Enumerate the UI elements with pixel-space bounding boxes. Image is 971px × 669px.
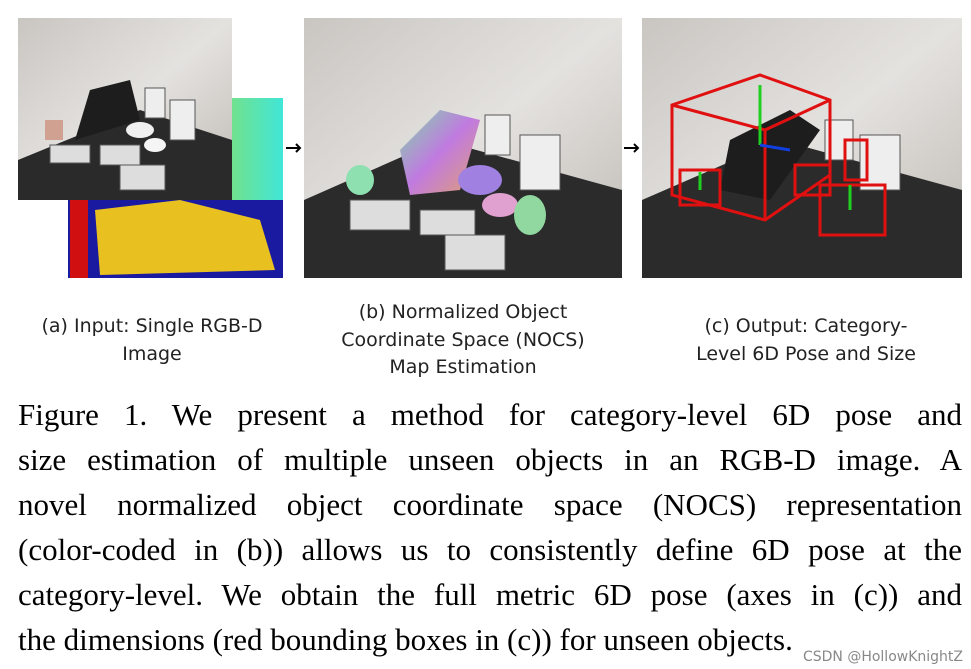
figure-caption-line: size estimation of multiple unseen objec…: [18, 442, 962, 477]
panel-caption: (a) Input: Single RGB-D Image: [22, 313, 282, 368]
caption-line: Coordinate Space (NOCS): [341, 328, 585, 351]
caption-line: Level 6D Pose and Size: [696, 342, 916, 365]
arrow: [624, 143, 640, 153]
output-image: [642, 18, 962, 278]
figure-caption-line: Figure 1. We present a method for catego…: [18, 397, 962, 432]
figure-caption-line: category-level. We obtain the full metri…: [18, 577, 962, 612]
watermark: CSDN @HollowKnightZ: [802, 649, 963, 665]
panel-caption: (b) Normalized Object Coordinate Space (…: [318, 299, 608, 382]
nocs-image: [304, 18, 622, 278]
figure-images: [18, 18, 962, 278]
arrow: [286, 143, 302, 153]
caption-line: (a) Input: Single RGB-D: [41, 315, 263, 337]
caption-line: Map Estimation: [389, 356, 537, 378]
figure-caption-line: (color-coded in (b)) allows us to consis…: [18, 532, 962, 567]
caption-line: (b) Normalized Object: [358, 301, 568, 323]
caption-line: Image: [122, 342, 182, 365]
figure-caption-line: the dimensions (red bounding boxes in (c…: [18, 622, 793, 657]
figure-caption-line: novel normalized object coordinate space…: [18, 487, 962, 522]
panel-caption: (c) Output: Category- Level 6D Pose and …: [666, 313, 946, 368]
rgb-image: [18, 18, 232, 200]
caption-line: (c) Output: Category-: [704, 315, 908, 337]
